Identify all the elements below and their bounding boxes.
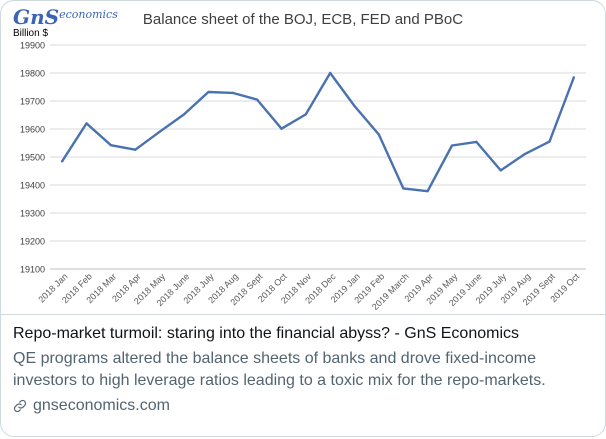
y-axis-label: Billion $ bbox=[13, 28, 49, 39]
y-tick-label: 19100 bbox=[20, 265, 45, 275]
data-point bbox=[353, 104, 356, 108]
data-point bbox=[85, 122, 88, 125]
chart-title: Balance sheet of the BOJ, ECB, FED and P… bbox=[142, 11, 464, 28]
data-point bbox=[426, 189, 429, 193]
y-tick-label: 19700 bbox=[20, 97, 45, 107]
data-point bbox=[572, 76, 576, 79]
data-point bbox=[499, 169, 502, 172]
link-icon bbox=[13, 399, 27, 413]
series-line bbox=[61, 71, 575, 193]
chart-image: GnSeconomics Balance sheet of the BOJ, E… bbox=[1, 1, 605, 315]
data-point bbox=[207, 90, 210, 94]
data-point bbox=[158, 130, 161, 133]
y-tick-label: 19500 bbox=[20, 153, 45, 163]
data-point bbox=[231, 91, 234, 95]
data-point bbox=[60, 160, 64, 163]
data-point bbox=[280, 127, 283, 130]
y-tick-label: 19900 bbox=[20, 41, 45, 51]
card-domain[interactable]: gnseconomics.com bbox=[33, 397, 170, 414]
data-point bbox=[548, 140, 551, 143]
y-tick-label: 19600 bbox=[20, 125, 45, 135]
data-point bbox=[255, 98, 259, 101]
card-caption: Repo-market turmoil: staring into the fi… bbox=[13, 323, 593, 417]
logo-subtext: economics bbox=[59, 8, 118, 21]
data-point bbox=[134, 148, 137, 151]
y-tick-label: 19300 bbox=[20, 209, 45, 219]
data-point bbox=[402, 187, 405, 190]
y-tick-label: 19200 bbox=[20, 237, 45, 247]
logo-text: GnS bbox=[13, 5, 60, 29]
card-title[interactable]: Repo-market turmoil: staring into the fi… bbox=[13, 325, 519, 342]
y-tick-label: 19800 bbox=[20, 69, 45, 79]
data-point bbox=[475, 140, 478, 144]
y-tick-label: 19400 bbox=[20, 181, 45, 191]
data-point bbox=[523, 152, 527, 156]
data-point bbox=[304, 113, 308, 116]
data-point bbox=[109, 144, 113, 147]
data-point bbox=[182, 113, 186, 116]
data-point bbox=[450, 144, 454, 147]
data-point bbox=[377, 133, 381, 136]
card-description: QE programs altered the balance sheets o… bbox=[13, 350, 546, 389]
card-domain-row[interactable]: gnseconomics.com bbox=[13, 395, 593, 417]
data-point bbox=[328, 71, 332, 75]
gns-logo: GnSeconomics bbox=[13, 5, 118, 29]
line-chart: 19100 19200 19300 19400 19500 19600 19700 19800… bbox=[20, 41, 586, 312]
